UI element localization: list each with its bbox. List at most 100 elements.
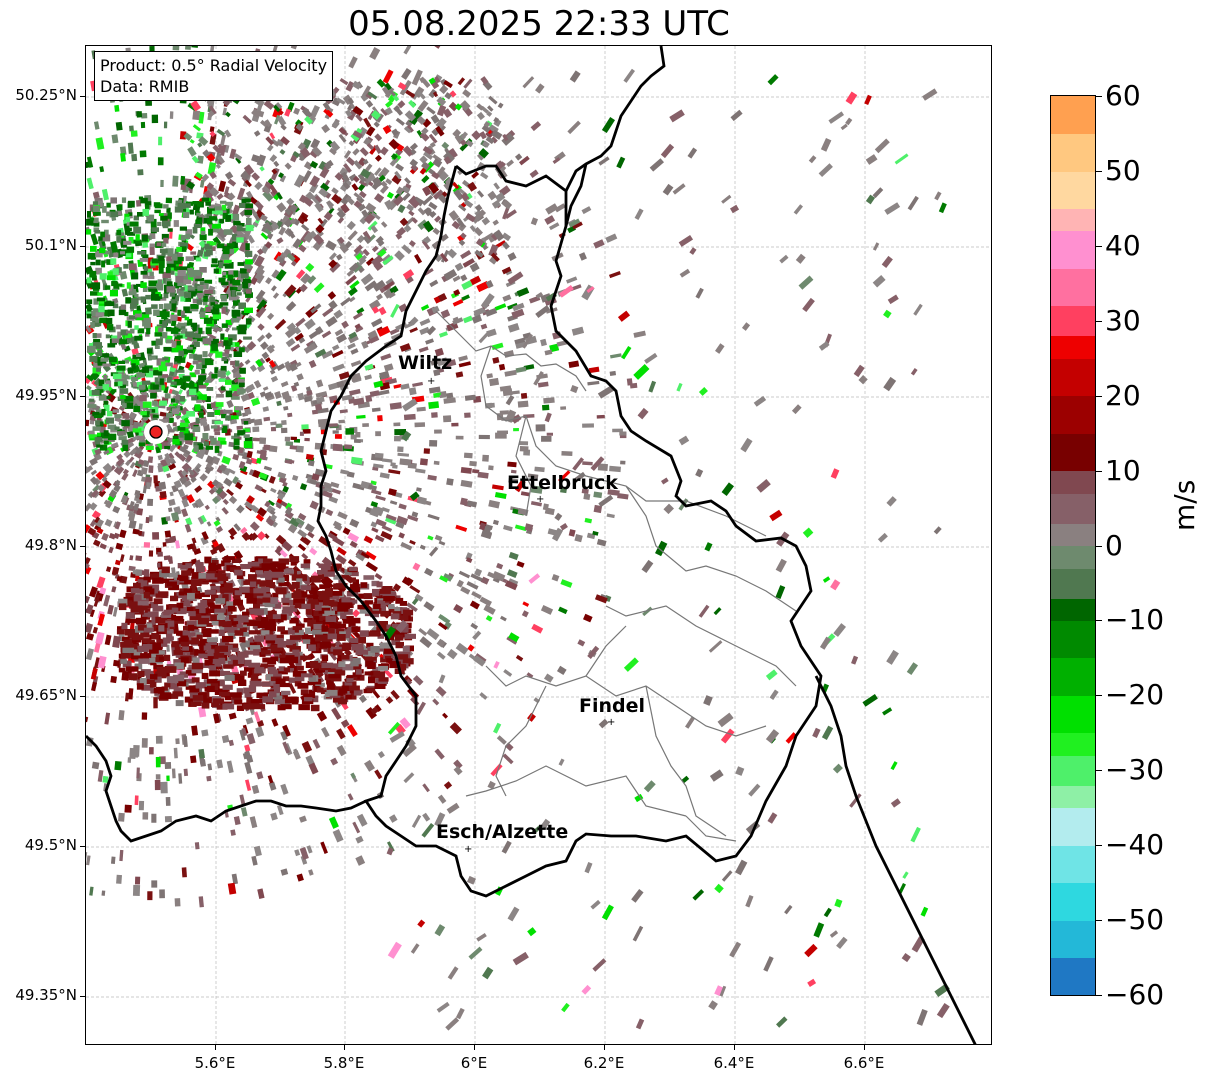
lon-tick: [474, 1045, 475, 1050]
colorbar-tick: [1096, 995, 1102, 996]
colorbar-band: [1051, 620, 1095, 659]
lat-label-49-35: 49.35°N: [15, 986, 77, 1004]
colorbar-band: [1051, 133, 1095, 172]
map-title: 05.08.2025 22:33 UTC: [348, 4, 730, 44]
colorbar-band: [1051, 695, 1095, 734]
colorbar-band: [1051, 493, 1095, 524]
city-wiltz: Wiltz +: [398, 352, 452, 387]
colorbar-band: [1051, 597, 1095, 621]
city-marker-esch-alzette: +: [464, 844, 472, 855]
lat-label-49-5: 49.5°N: [24, 836, 77, 854]
lat-tick: [80, 546, 85, 547]
colorbar-tick-label: 20: [1105, 378, 1141, 412]
colorbar-tick: [1096, 770, 1102, 772]
radar-map-canvas[interactable]: Wiltz + Ettelbruck + Findel + Esch/Alzet…: [86, 46, 992, 1045]
country-borders: [86, 46, 977, 1044]
lon-tick: [864, 1045, 865, 1050]
lon-tick: [215, 1045, 216, 1050]
city-label-findel: Findel: [579, 695, 645, 717]
lat-tick: [80, 696, 85, 697]
lon-tick: [344, 1045, 345, 1050]
colorbar-tick: [1096, 170, 1102, 172]
city-ettelbruck: Ettelbruck +: [507, 472, 618, 505]
luxembourg-border: [316, 164, 823, 898]
lon-tick: [604, 1045, 605, 1050]
belgium-france-border: [86, 735, 367, 843]
germany-border: [564, 46, 977, 1044]
colorbar-tick-label: 10: [1105, 453, 1141, 487]
colorbar-band: [1051, 358, 1095, 397]
lon-label-5-6: 5.6°E: [194, 1054, 236, 1072]
colorbar-unit-label: m/s: [1168, 479, 1201, 531]
lat-tick: [80, 996, 85, 997]
lon-label-5-8: 5.8°E: [323, 1054, 365, 1072]
lat-tick: [80, 96, 85, 97]
product-line: Product: 0.5° Radial Velocity: [100, 56, 328, 75]
lat-label-49-95: 49.95°N: [15, 386, 77, 404]
colorbar-band: [1051, 433, 1095, 472]
colorbar-band: [1051, 732, 1095, 756]
lat-label-49-8: 49.8°N: [24, 536, 77, 554]
lat-label-49-65: 49.65°N: [15, 686, 77, 704]
colorbar-band: [1051, 807, 1095, 846]
colorbar-tick: [1096, 845, 1102, 847]
radar-site-marker: [149, 425, 163, 439]
colorbar-band: [1051, 657, 1095, 696]
colorbar-tick: [1096, 96, 1102, 97]
colorbar-band: [1051, 96, 1095, 135]
colorbar-band: [1051, 268, 1095, 307]
lon-tick: [734, 1045, 735, 1050]
colorbar-tick-label: −20: [1105, 678, 1165, 712]
lat-tick: [80, 396, 85, 397]
product-info-box: Product: 0.5° Radial Velocity Data: RMIB: [94, 51, 334, 101]
colorbar-tick-label: 60: [1105, 79, 1141, 112]
colorbar-tick: [1096, 470, 1102, 472]
colorbar-tick-label: 40: [1105, 228, 1141, 262]
city-marker-findel: +: [607, 717, 615, 728]
colorbar-band: [1051, 545, 1095, 569]
colorbar-band: [1051, 845, 1095, 884]
colorbar-tick: [1096, 620, 1102, 622]
lon-label-6-6: 6.6°E: [843, 1054, 885, 1072]
colorbar-band: [1051, 230, 1095, 269]
lat-tick: [80, 246, 85, 247]
colorbar-band: [1051, 170, 1095, 209]
colorbar-tick-label: 30: [1105, 303, 1141, 337]
colorbar-tick-label: −50: [1105, 903, 1165, 937]
city-label-esch-alzette: Esch/Alzette: [436, 821, 568, 843]
colorbar-band: [1051, 523, 1095, 547]
lon-label-6-2: 6.2°E: [583, 1054, 625, 1072]
colorbar-tick: [1096, 395, 1102, 397]
lat-tick: [80, 846, 85, 847]
city-findel: Findel +: [579, 695, 645, 728]
colorbar-tick: [1096, 545, 1102, 547]
colorbar-tick-label: 0: [1105, 528, 1123, 562]
lat-label-50-25: 50.25°N: [15, 86, 77, 104]
colorbar-tick-label: −10: [1105, 603, 1165, 637]
colorbar-tick: [1096, 245, 1102, 247]
colorbar-tick-label: −40: [1105, 828, 1165, 862]
city-label-wiltz: Wiltz: [398, 352, 452, 374]
lon-label-6: 6°E: [460, 1054, 488, 1072]
lat-label-50-1: 50.1°N: [24, 236, 77, 254]
colorbar-tick: [1096, 320, 1102, 322]
colorbar-band: [1051, 785, 1095, 809]
city-markers: Wiltz + Ettelbruck + Findel + Esch/Alzet…: [398, 352, 645, 855]
lon-label-6-4: 6.4°E: [713, 1054, 755, 1072]
city-marker-ettelbruck: +: [536, 494, 544, 505]
colorbar-band: [1051, 957, 1095, 995]
colorbar-band: [1051, 567, 1095, 599]
data-source-line: Data: RMIB: [100, 77, 190, 96]
velocity-colorbar: [1050, 95, 1096, 996]
colorbar-band: [1051, 335, 1095, 359]
colorbar-band: [1051, 395, 1095, 434]
colorbar-band: [1051, 470, 1095, 494]
radar-map[interactable]: Wiltz + Ettelbruck + Findel + Esch/Alzet…: [85, 45, 992, 1045]
city-esch-alzette: Esch/Alzette +: [436, 821, 568, 855]
colorbar-band: [1051, 920, 1095, 959]
city-label-ettelbruck: Ettelbruck: [507, 472, 618, 494]
city-marker-wiltz: +: [427, 376, 435, 387]
colorbar-tick: [1096, 695, 1102, 697]
radar-echo-layer: [86, 46, 950, 1031]
colorbar-band: [1051, 305, 1095, 337]
